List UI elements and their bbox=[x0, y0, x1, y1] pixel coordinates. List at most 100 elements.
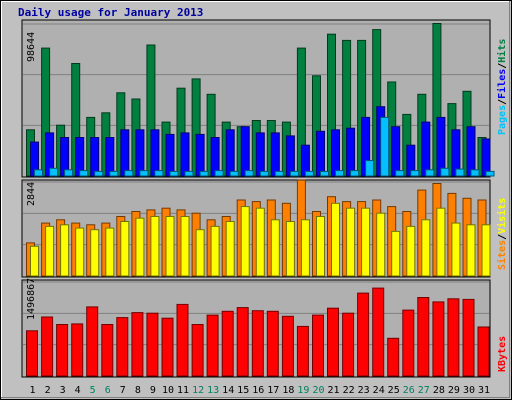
bar-pages-day-24 bbox=[380, 116, 390, 177]
bar-kbytes-day-17 bbox=[266, 310, 279, 377]
bar-visits-day-20 bbox=[316, 216, 325, 277]
bar-kbytes-day-23 bbox=[357, 292, 370, 377]
bar-files-day-11 bbox=[180, 132, 190, 177]
mid-ymax-label: 2844 bbox=[26, 182, 37, 206]
bar-kbytes-day-25 bbox=[387, 337, 400, 377]
x-tick-label-23: 23 bbox=[358, 385, 370, 396]
bot-ymax-label: 1496867 bbox=[26, 278, 37, 320]
bar-kbytes-day-29 bbox=[447, 298, 460, 377]
bar-files-day-6 bbox=[105, 137, 115, 177]
bar-files-day-21 bbox=[331, 129, 340, 177]
bar-visits-day-6 bbox=[105, 227, 115, 277]
bar-pages-day-5 bbox=[94, 170, 104, 177]
bar-files-day-15 bbox=[240, 126, 250, 177]
x-tick-label-29: 29 bbox=[448, 385, 460, 396]
bar-pages-day-4 bbox=[79, 170, 89, 177]
bar-kbytes-day-12 bbox=[191, 324, 204, 377]
bar-pages-day-26 bbox=[410, 170, 420, 177]
bar-kbytes-day-13 bbox=[206, 314, 219, 377]
legend-hits: Hits bbox=[496, 39, 508, 63]
x-tick-label-9: 9 bbox=[150, 385, 156, 396]
bar-visits-day-12 bbox=[195, 229, 205, 277]
bar-files-day-5 bbox=[90, 137, 100, 177]
bar-pages-day-18 bbox=[289, 170, 299, 177]
bar-visits-day-19 bbox=[300, 219, 310, 277]
bar-files-day-20 bbox=[316, 130, 325, 177]
bar-pages-day-31 bbox=[485, 170, 495, 177]
x-tick-label-11: 11 bbox=[177, 385, 189, 396]
x-tick-label-7: 7 bbox=[120, 385, 126, 396]
bar-visits-day-17 bbox=[270, 219, 280, 277]
bar-files-day-18 bbox=[285, 135, 295, 177]
bar-pages-day-16 bbox=[259, 170, 269, 177]
x-tick-label-12: 12 bbox=[192, 385, 204, 396]
bar-pages-day-3 bbox=[64, 169, 74, 177]
bar-files-day-28 bbox=[436, 116, 446, 177]
bar-files-day-7 bbox=[120, 129, 130, 177]
bar-files-day-25 bbox=[391, 126, 401, 177]
x-axis-labels: 1 2 3 4 5 6 7 8 9 10 11 12 13 14 15 16 17 18 19 20 21 22 23 24 2… bbox=[29, 385, 490, 396]
bar-pages-day-8 bbox=[139, 170, 149, 177]
x-tick-label-24: 24 bbox=[373, 385, 385, 396]
bar-kbytes-day-1 bbox=[26, 330, 38, 377]
bar-kbytes-day-15 bbox=[236, 307, 249, 377]
bar-kbytes-day-20 bbox=[312, 314, 324, 377]
bar-visits-day-8 bbox=[135, 217, 145, 277]
bar-kbytes-day-8 bbox=[131, 312, 144, 377]
bar-pages-day-27 bbox=[425, 169, 435, 177]
bar-kbytes-day-14 bbox=[221, 310, 234, 377]
x-tick-label-1: 1 bbox=[29, 385, 35, 396]
legend-sites: Sites bbox=[496, 240, 508, 270]
bar-kbytes-day-31 bbox=[477, 326, 490, 377]
bar-visits-day-23 bbox=[361, 207, 371, 277]
bar-pages-day-22 bbox=[350, 170, 360, 177]
bar-kbytes-day-3 bbox=[56, 324, 69, 377]
x-tick-label-5: 5 bbox=[90, 385, 96, 396]
top-legend: Pages/Files/Hits bbox=[496, 39, 508, 135]
bar-pages-day-17 bbox=[274, 170, 284, 177]
bot-legend: KBytes bbox=[497, 336, 508, 372]
bar-kbytes-day-27 bbox=[417, 297, 430, 377]
bar-visits-day-4 bbox=[75, 227, 85, 277]
bar-visits-day-3 bbox=[60, 224, 70, 277]
x-tick-label-16: 16 bbox=[252, 385, 264, 396]
x-tick-label-2: 2 bbox=[45, 385, 51, 396]
legend-kbytes: KBytes bbox=[497, 336, 508, 372]
bar-visits-day-28 bbox=[436, 207, 446, 277]
bar-kbytes-day-10 bbox=[161, 317, 174, 377]
x-tick-label-30: 30 bbox=[463, 385, 475, 396]
bars-layer bbox=[26, 23, 495, 377]
bar-visits-day-9 bbox=[150, 216, 160, 277]
bar-files-day-10 bbox=[165, 133, 175, 177]
bar-kbytes-day-26 bbox=[402, 309, 415, 377]
bar-visits-day-16 bbox=[255, 207, 265, 277]
x-tick-label-18: 18 bbox=[282, 385, 294, 396]
bar-pages-day-7 bbox=[124, 170, 134, 177]
bar-pages-day-28 bbox=[440, 167, 450, 177]
mid-legend: Sites/Visits bbox=[496, 198, 508, 270]
bar-files-day-22 bbox=[346, 127, 356, 177]
bar-visits-day-1 bbox=[30, 245, 39, 277]
bar-visits-day-22 bbox=[346, 207, 356, 277]
bar-kbytes-day-22 bbox=[342, 312, 355, 377]
x-tick-label-19: 19 bbox=[297, 385, 309, 396]
bar-pages-day-13 bbox=[214, 170, 224, 177]
bar-pages-day-29 bbox=[455, 168, 465, 177]
bar-visits-day-10 bbox=[165, 216, 175, 277]
bar-visits-day-24 bbox=[376, 212, 386, 277]
bar-kbytes-day-21 bbox=[327, 307, 339, 377]
bar-kbytes-day-19 bbox=[296, 325, 309, 377]
bar-pages-day-15 bbox=[244, 170, 254, 177]
bar-files-day-27 bbox=[421, 121, 431, 177]
legend-files: Files bbox=[496, 69, 508, 99]
top-ymax-label: 98644 bbox=[26, 32, 37, 62]
bar-files-day-8 bbox=[135, 129, 145, 177]
bar-pages-day-19 bbox=[304, 170, 314, 177]
bar-pages-day-20 bbox=[320, 170, 329, 177]
x-tick-label-20: 20 bbox=[312, 385, 324, 396]
bar-kbytes-day-11 bbox=[176, 303, 189, 377]
bar-kbytes-day-2 bbox=[41, 316, 54, 377]
x-tick-label-17: 17 bbox=[267, 385, 279, 396]
bar-kbytes-day-18 bbox=[281, 315, 294, 377]
x-tick-label-15: 15 bbox=[237, 385, 249, 396]
